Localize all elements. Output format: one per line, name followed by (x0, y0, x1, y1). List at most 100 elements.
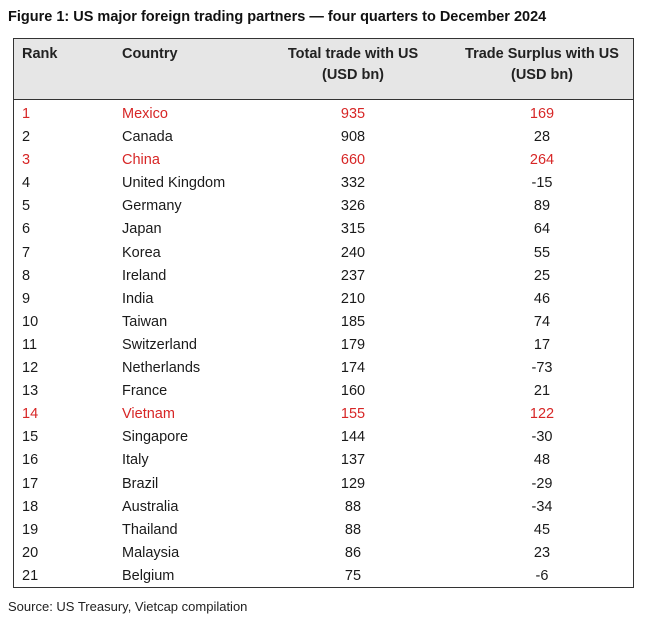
table-row: 11 Switzerland 179 17 (14, 334, 633, 357)
rank-cell: 20 (22, 544, 39, 561)
table-row: 1 Mexico 935 169 (14, 103, 633, 126)
rank-cell: 6 (22, 221, 31, 238)
table-row: 20 Malaysia 86 23 (14, 542, 633, 565)
header-total-trade-line1: Total trade with US (287, 46, 419, 62)
header-total-trade-line2: (USD bn) (321, 67, 384, 83)
table-row: 10 Taiwan 185 74 (14, 311, 633, 334)
country-cell: France (122, 383, 168, 400)
rank-cell: 11 (22, 336, 38, 353)
country-cell: Belgium (122, 567, 175, 584)
table-row: 2 Canada 908 28 (14, 126, 633, 149)
total-trade-cell: 86 (344, 544, 362, 561)
total-trade-cell: 88 (344, 521, 362, 538)
country-cell: Australia (122, 498, 179, 515)
total-trade-cell: 240 (340, 244, 366, 261)
source-note: Source: US Treasury, Vietcap compilation (8, 599, 248, 614)
total-trade-cell: 315 (340, 221, 366, 238)
country-cell: Thailand (122, 521, 178, 538)
trade-surplus-cell: 28 (533, 129, 551, 146)
trading-partners-table: Rank Country Total trade with US (USD bn… (13, 38, 634, 588)
trade-surplus-cell: 21 (533, 383, 551, 400)
trade-surplus-cell: -29 (531, 475, 553, 492)
table-row: 18 Australia 88 -34 (14, 496, 633, 519)
total-trade-cell: 160 (340, 383, 366, 400)
trade-surplus-cell: 17 (533, 336, 551, 353)
trade-surplus-cell: 46 (533, 290, 551, 307)
trade-surplus-cell: 264 (529, 152, 555, 169)
country-cell: Vietnam (122, 406, 175, 423)
country-cell: Malaysia (122, 544, 180, 561)
trade-surplus-cell: -73 (531, 360, 553, 377)
country-cell: Ireland (122, 267, 167, 284)
total-trade-cell: 185 (340, 313, 366, 330)
total-trade-cell: 137 (340, 452, 366, 469)
country-cell: Canada (122, 129, 173, 146)
rank-cell: 14 (22, 406, 39, 423)
table-row: 13 France 160 21 (14, 380, 633, 403)
rank-cell: 15 (22, 429, 39, 446)
trade-surplus-cell: 25 (533, 267, 551, 284)
table-row: 16 Italy 137 48 (14, 449, 633, 472)
country-cell: Korea (122, 244, 161, 261)
trade-surplus-cell: -30 (531, 429, 553, 446)
table-body: 1 Mexico 935 169 2 Canada 908 28 3 China 660 264 4 Un… (14, 103, 633, 588)
rank-cell: 16 (22, 452, 39, 469)
rank-cell: 1 (22, 106, 31, 122)
header-country: Country (122, 46, 178, 62)
header-rank: Rank (22, 46, 58, 62)
trade-surplus-cell: -6 (535, 567, 549, 584)
table-row: 14 Vietnam 155 122 (14, 403, 633, 426)
country-cell: Mexico (122, 106, 168, 122)
rank-cell: 7 (22, 244, 31, 261)
country-cell: Switzerland (122, 336, 197, 353)
total-trade-cell: 129 (340, 475, 366, 492)
rank-cell: 18 (22, 498, 39, 515)
table-row: 17 Brazil 129 -29 (14, 473, 633, 496)
trade-surplus-cell: -34 (531, 498, 553, 515)
country-cell: India (122, 290, 154, 307)
rank-cell: 4 (22, 175, 31, 192)
figure-title: Figure 1: US major foreign trading partn… (8, 9, 547, 25)
rank-cell: 2 (22, 129, 31, 146)
total-trade-cell: 88 (344, 498, 362, 515)
rank-cell: 5 (22, 198, 31, 215)
rank-cell: 17 (22, 475, 39, 492)
table-row: 5 Germany 326 89 (14, 195, 633, 218)
total-trade-cell: 174 (340, 360, 366, 377)
table-row: 8 Ireland 237 25 (14, 265, 633, 288)
total-trade-cell: 908 (340, 129, 366, 146)
table-row: 6 Japan 315 64 (14, 218, 633, 241)
country-cell: Singapore (122, 429, 189, 446)
rank-cell: 10 (22, 313, 39, 330)
header-trade-surplus-line2: (USD bn) (510, 67, 573, 83)
country-cell: United Kingdom (122, 175, 226, 192)
trade-surplus-cell: 74 (533, 313, 551, 330)
table-row: 3 China 660 264 (14, 149, 633, 172)
table-row: 9 India 210 46 (14, 288, 633, 311)
header-total-trade: Total trade with US (USD bn) (268, 44, 438, 86)
total-trade-cell: 179 (340, 336, 366, 353)
total-trade-cell: 237 (340, 267, 366, 284)
total-trade-cell: 75 (344, 567, 362, 584)
country-cell: Germany (122, 198, 182, 215)
table-row: 19 Thailand 88 45 (14, 519, 633, 542)
total-trade-cell: 210 (340, 290, 366, 307)
table-row: 4 United Kingdom 332 -15 (14, 172, 633, 195)
country-cell: Italy (122, 452, 149, 469)
trade-surplus-cell: 23 (533, 544, 551, 561)
country-cell: China (122, 152, 160, 169)
rank-cell: 3 (22, 152, 31, 169)
table-row: 7 Korea 240 55 (14, 242, 633, 265)
trade-surplus-cell: 89 (533, 198, 551, 215)
trade-surplus-cell: 122 (529, 406, 555, 423)
rank-cell: 19 (22, 521, 39, 538)
country-cell: Japan (122, 221, 162, 238)
table-row: 12 Netherlands 174 -73 (14, 357, 633, 380)
total-trade-cell: 935 (340, 106, 366, 122)
rank-cell: 8 (22, 267, 31, 284)
header-trade-surplus: Trade Surplus with US (USD bn) (452, 44, 632, 86)
rank-cell: 12 (22, 360, 39, 377)
country-cell: Netherlands (122, 360, 201, 377)
trade-surplus-cell: -15 (531, 175, 553, 192)
trade-surplus-cell: 55 (533, 244, 551, 261)
